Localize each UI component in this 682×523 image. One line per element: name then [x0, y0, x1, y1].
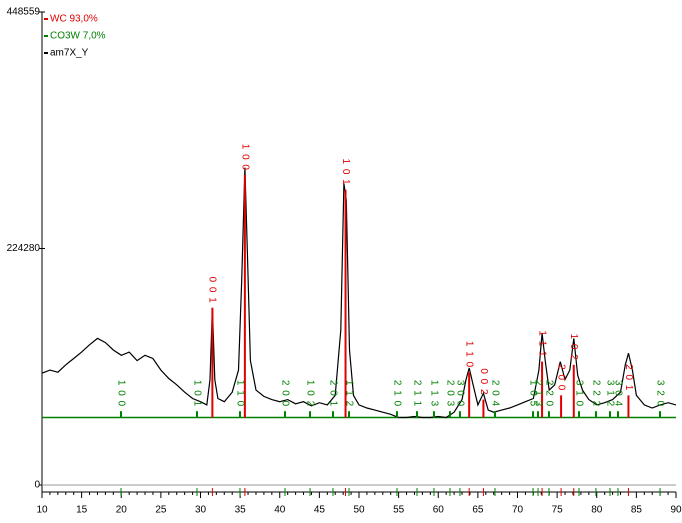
hkl-label: 2 1 1	[411, 380, 422, 407]
hkl-label: 2 0 1	[327, 380, 338, 407]
hkl-label: 1 0 1	[340, 158, 351, 185]
hkl-label: 1 1 0	[464, 341, 475, 368]
x-tick-label: 25	[155, 505, 167, 516]
x-tick-label: 20	[116, 505, 128, 516]
legend-label: am7X_Y	[50, 48, 89, 59]
legend-label: CO3W 7,0%	[50, 31, 106, 42]
hkl-label: 1 1 2	[343, 380, 354, 407]
hkl-label: 1 1 1	[536, 330, 547, 357]
hkl-label: 1 0 2	[568, 334, 579, 361]
hkl-label: 3 0 4	[612, 380, 623, 407]
x-tick-label: 15	[76, 505, 88, 516]
hkl-label: 2 0 1	[623, 364, 634, 391]
y-tick-label: 448559	[7, 7, 41, 18]
x-tick-label: 55	[393, 505, 405, 516]
x-tick-label: 65	[472, 505, 484, 516]
x-tick-label: 85	[631, 505, 643, 516]
hkl-label: 1 0 0	[115, 380, 126, 407]
x-tick-label: 10	[36, 505, 48, 516]
hkl-label: 2 0 3	[444, 380, 455, 407]
hkl-label: 1 0 1	[191, 380, 202, 407]
x-tick-label: 45	[314, 505, 326, 516]
hkl-label: 1 0 0	[239, 144, 250, 171]
hkl-label: 2 0 4	[489, 380, 500, 407]
x-tick-label: 30	[195, 505, 207, 516]
hkl-label: 2 0 0	[555, 364, 566, 391]
legend-label: WC 93,0%	[50, 14, 98, 25]
hkl-label: 3 1 0	[573, 380, 584, 407]
x-tick-label: 70	[512, 505, 524, 516]
hkl-label: 0 0 2	[478, 368, 489, 395]
x-tick-label: 60	[433, 505, 445, 516]
hkl-label: 2 2 2	[590, 380, 601, 407]
x-tick-label: 75	[552, 505, 564, 516]
hkl-label: 3 2 0	[654, 380, 665, 407]
hkl-label: 2 1 3	[532, 380, 543, 407]
x-tick-label: 90	[670, 505, 682, 516]
x-tick-label: 50	[353, 505, 365, 516]
hkl-label: 3 1 2	[604, 380, 615, 407]
hkl-label: 2 0 0	[279, 380, 290, 407]
x-tick-label: 35	[235, 505, 247, 516]
hkl-label: 1 1 0	[234, 380, 245, 407]
hkl-label: 1 1 3	[428, 380, 439, 407]
hkl-label: 1 0 5	[527, 380, 538, 407]
x-tick-label: 80	[591, 505, 603, 516]
x-tick-label: 40	[274, 505, 286, 516]
hkl-label: 1 0 2	[304, 380, 315, 407]
pattern-line	[41, 167, 677, 419]
hkl-label: 2 1 0	[391, 380, 402, 407]
hkl-label: 2 2 0	[543, 380, 554, 407]
hkl-label: 3 0 0	[454, 380, 465, 407]
y-tick-label: 224280	[7, 243, 41, 254]
y-tick-label: 0	[34, 480, 40, 491]
hkl-label: 0 0 1	[207, 277, 218, 304]
